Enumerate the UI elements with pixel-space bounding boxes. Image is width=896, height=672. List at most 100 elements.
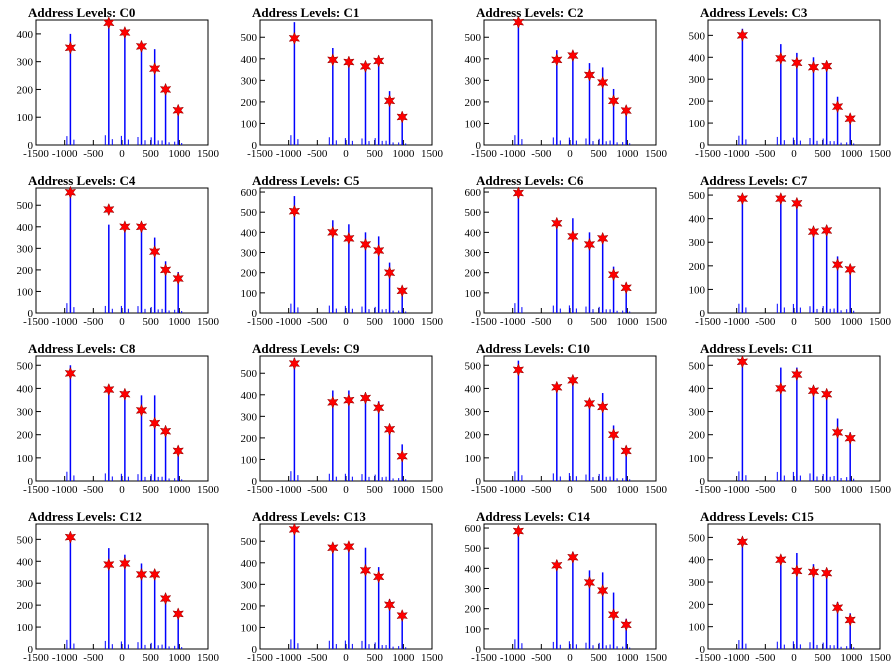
y-tick-label: 100 xyxy=(17,286,34,298)
x-tick-label: -500 xyxy=(531,316,552,328)
x-tick-label: 0 xyxy=(119,484,125,496)
peak-marker xyxy=(359,563,372,578)
chart-title: Address Levels: C12 xyxy=(28,509,142,524)
bar-side xyxy=(598,306,600,313)
peak-marker xyxy=(596,231,609,246)
peak-marker xyxy=(607,428,620,442)
peak-marker xyxy=(820,223,833,238)
bar xyxy=(332,545,334,649)
x-tick-label: 1000 xyxy=(616,484,639,496)
chart-title: Address Levels: C10 xyxy=(476,341,590,356)
y-tick-label: 400 xyxy=(241,227,258,239)
peak-marker xyxy=(831,601,844,615)
bar xyxy=(796,367,798,481)
peak-marker xyxy=(512,15,525,29)
bar-side xyxy=(181,143,183,145)
bar-side xyxy=(328,473,330,481)
bar xyxy=(572,218,574,313)
bar-side xyxy=(385,476,387,481)
y-tick-label: 400 xyxy=(689,214,706,226)
bar xyxy=(332,390,334,481)
bar-side xyxy=(598,138,600,145)
bar-side xyxy=(829,645,831,649)
bar xyxy=(364,547,367,649)
peak-marker xyxy=(372,243,385,258)
bar-side xyxy=(592,141,594,145)
x-tick-label: -1000 xyxy=(724,652,750,664)
bar-side xyxy=(174,645,176,649)
bar-side xyxy=(616,310,618,313)
peak-marker xyxy=(736,355,749,369)
bar xyxy=(377,236,380,313)
x-tick-label: -1000 xyxy=(500,652,526,664)
chart-panel: 0 100 200 300 400 500 -1500 -1000 -500 0 500 1000 15… xyxy=(0,168,224,336)
bar xyxy=(153,572,156,649)
bar xyxy=(517,22,520,145)
y-tick-label: 300 xyxy=(689,577,706,589)
x-tick-label: 0 xyxy=(567,316,573,328)
y-tick-label: 200 xyxy=(17,600,34,612)
peak-marker xyxy=(596,583,609,598)
bar-side xyxy=(840,478,842,481)
bar-side xyxy=(168,310,170,313)
y-tick-label: 300 xyxy=(17,57,34,69)
bar-side xyxy=(297,643,299,649)
peak-marker xyxy=(807,384,820,398)
bar xyxy=(780,557,782,649)
x-tick-label: 0 xyxy=(119,652,125,664)
peak-marker xyxy=(844,431,856,445)
x-tick-label: -1500 xyxy=(695,148,721,160)
bar-side xyxy=(127,139,129,145)
x-tick-label: -1000 xyxy=(52,484,78,496)
bar-side xyxy=(392,142,394,145)
y-tick-label: 0 xyxy=(476,308,482,320)
peak-marker xyxy=(791,367,803,382)
y-tick-label: 200 xyxy=(241,601,258,613)
peak-marker xyxy=(327,541,339,555)
y-tick-label: 400 xyxy=(689,555,706,567)
bar xyxy=(377,58,380,145)
bar-side xyxy=(385,645,387,649)
peak-marker xyxy=(396,110,408,124)
bar xyxy=(601,393,604,481)
bar-side xyxy=(585,642,587,649)
bar-side xyxy=(568,473,570,481)
y-tick-label: 400 xyxy=(465,54,482,66)
bar-side xyxy=(168,478,170,481)
y-tick-label: 0 xyxy=(28,140,34,152)
y-tick-label: 400 xyxy=(465,563,482,575)
peak-marker xyxy=(135,39,148,54)
x-tick-label: -1000 xyxy=(52,652,78,664)
x-tick-label: -1500 xyxy=(247,316,273,328)
bar-side xyxy=(374,642,376,649)
y-tick-label: 200 xyxy=(465,97,482,109)
bar-side xyxy=(335,476,337,481)
x-tick-label: -500 xyxy=(307,316,328,328)
bar-side xyxy=(385,140,387,145)
axes-frame xyxy=(483,523,657,650)
peak-marker xyxy=(620,618,632,632)
bar xyxy=(69,365,72,481)
bar xyxy=(825,63,828,145)
y-tick-label: 100 xyxy=(689,453,706,465)
bar xyxy=(348,224,350,313)
bar-side xyxy=(840,646,842,649)
y-tick-label: 200 xyxy=(465,430,482,442)
bar-side xyxy=(174,478,176,481)
bar xyxy=(625,108,627,145)
y-tick-label: 100 xyxy=(241,454,258,466)
x-tick-label: 0 xyxy=(119,316,125,328)
bar xyxy=(177,272,179,313)
x-tick-label: 1000 xyxy=(392,316,415,328)
x-tick-label: 0 xyxy=(343,652,349,664)
bar-side xyxy=(853,143,855,145)
chart-title: Address Levels: C11 xyxy=(700,341,814,356)
x-tick-label: -1500 xyxy=(471,316,497,328)
bar xyxy=(849,613,851,649)
bar-side xyxy=(575,476,577,481)
bar-side xyxy=(585,474,587,481)
bar xyxy=(572,552,574,649)
bar-side xyxy=(853,478,855,481)
y-tick-label: 0 xyxy=(476,140,482,152)
bar-side xyxy=(111,644,113,649)
